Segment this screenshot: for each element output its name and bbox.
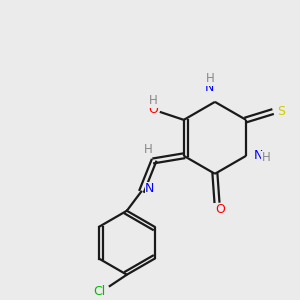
Text: S: S [277,105,285,119]
Text: H: H [148,94,157,107]
Text: O: O [215,203,225,216]
Text: N: N [254,149,263,162]
Text: Cl: Cl [93,285,105,298]
Text: H: H [262,151,270,164]
Text: H: H [143,143,152,156]
Text: O: O [148,103,158,116]
Text: N: N [145,182,154,195]
Text: H: H [206,72,214,86]
Text: N: N [205,81,214,94]
